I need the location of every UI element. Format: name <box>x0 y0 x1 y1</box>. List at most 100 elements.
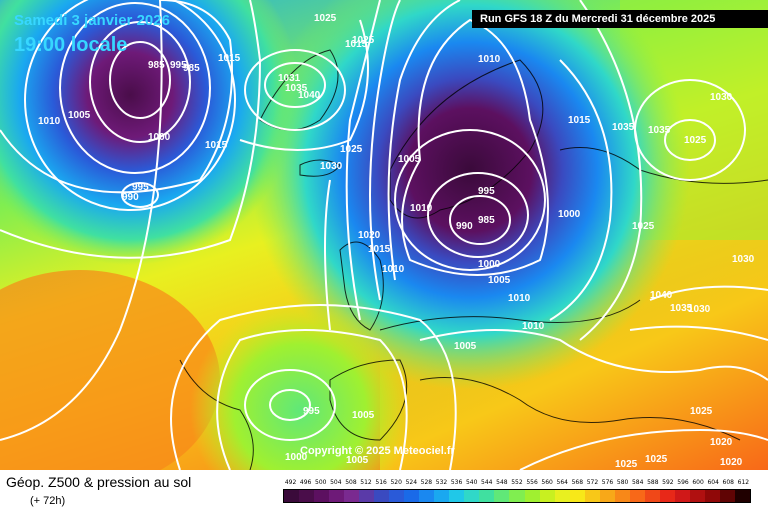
color-scale: 492 496 500 504 508 512 516 520 524 528 532 536 540 5… <box>283 479 751 503</box>
scale-label: 596 <box>677 479 689 486</box>
scale-label: 544 <box>481 479 493 486</box>
scale-label: 512 <box>360 479 372 486</box>
isobar-label: 1025 <box>352 35 375 46</box>
scale-swatch <box>329 490 345 502</box>
isobar-label: 985 <box>478 215 495 226</box>
forecast-date: Samedi 3 janvier 2026 <box>14 12 170 29</box>
isobar-label: 1025 <box>615 459 638 470</box>
scale-label: 580 <box>616 479 629 486</box>
scale-label: 552 <box>511 479 523 486</box>
isobar-label: 1015 <box>368 244 391 255</box>
isobar-label: 1025 <box>632 221 655 232</box>
scale-label: 528 <box>420 479 433 486</box>
isobar-label: 1040 <box>298 90 321 101</box>
isobar-label: 1010 <box>410 203 433 214</box>
scale-label: 520 <box>390 479 402 486</box>
map-title: Géop. Z500 & pression au sol <box>6 474 192 490</box>
isobar-label: 995 <box>478 186 495 197</box>
scale-swatch <box>374 490 390 502</box>
isobar-label: 1040 <box>650 290 673 301</box>
isobar-label: 990 <box>122 192 139 203</box>
isobar-label: 1005 <box>488 275 511 286</box>
scale-label: 536 <box>450 479 463 486</box>
isobar-label: 1031 <box>278 73 301 84</box>
scale-label: 612 <box>737 479 750 486</box>
isobar-label: 985 <box>148 60 165 71</box>
scale-swatch <box>524 490 540 502</box>
scale-label: 548 <box>496 479 508 486</box>
scale-swatch <box>614 490 630 502</box>
isobar-label: 1025 <box>645 454 668 465</box>
isobar-label: 1020 <box>720 457 743 468</box>
isobar-label: 990 <box>456 221 473 232</box>
scale-label: 564 <box>556 479 568 486</box>
isobar-label: 1015 <box>205 140 228 151</box>
scale-label: 568 <box>571 479 584 486</box>
scale-swatch <box>464 490 480 502</box>
scale-swatch <box>704 490 720 502</box>
scale-swatch <box>299 490 315 502</box>
isobar-label: 1010 <box>508 293 531 304</box>
scale-label: 492 <box>284 479 297 486</box>
isobar-label: 1035 <box>648 125 671 136</box>
forecast-time: 19:00 locale <box>14 34 128 56</box>
scale-swatch <box>509 490 525 502</box>
scale-label: 556 <box>526 479 538 486</box>
scale-bar <box>283 489 751 503</box>
isobar-label: 1000 <box>148 132 171 143</box>
scale-swatch <box>719 490 735 502</box>
scale-swatch <box>404 490 420 502</box>
scale-swatch <box>434 490 450 502</box>
isobar-label: 1000 <box>478 259 501 270</box>
scale-label: 608 <box>722 479 734 486</box>
scale-swatch <box>389 490 405 502</box>
scale-label: 604 <box>707 479 719 486</box>
scale-swatch <box>674 490 690 502</box>
scale-swatch <box>419 490 435 502</box>
isobar-label: 1005 <box>352 410 375 421</box>
isobar-label: 1035 <box>670 303 693 314</box>
scale-swatch <box>734 490 750 502</box>
isobar-label: 1005 <box>346 455 369 466</box>
copyright: Copyright © 2025 Meteociel.fr <box>300 445 455 457</box>
run-info: Run GFS 18 Z du Mercredi 31 décembre 202… <box>472 10 768 28</box>
scale-label: 508 <box>345 479 357 486</box>
isobar-label: 1030 <box>688 304 711 315</box>
isobar-label: 1005 <box>68 110 91 121</box>
isobar-label: 1005 <box>398 154 421 165</box>
scale-swatch <box>599 490 615 502</box>
scale-label: 560 <box>541 479 553 486</box>
isobar-label: 1025 <box>684 135 707 146</box>
isobar-label: 1005 <box>454 341 477 352</box>
scale-label: 532 <box>435 479 448 486</box>
scale-label: 504 <box>330 479 342 486</box>
isobar-label: 1000 <box>558 209 581 220</box>
isobar-label: 1035 <box>612 122 635 133</box>
scale-swatch <box>629 490 645 502</box>
isobar-label: 1020 <box>710 437 733 448</box>
legend-footer: Géop. Z500 & pression au sol (+ 72h) 492… <box>0 470 768 512</box>
weather-map: 985 995 985 1005 1010 1000 995 990 1025 … <box>0 0 768 470</box>
scale-swatch <box>344 490 360 502</box>
scale-label: 496 <box>299 479 312 486</box>
isobar-label: 1015 <box>345 39 368 50</box>
isobar-label: 1020 <box>358 230 381 241</box>
lead-time: (+ 72h) <box>30 495 66 507</box>
scale-label: 500 <box>315 479 327 486</box>
scale-swatch <box>314 490 330 502</box>
scale-swatch <box>569 490 585 502</box>
scale-swatch <box>644 490 660 502</box>
isobar-label: 995 <box>170 60 187 71</box>
isobar-label: 1025 <box>314 13 337 24</box>
scale-label: 584 <box>631 479 644 486</box>
isobar-label: 1030 <box>320 161 343 172</box>
scale-label: 516 <box>375 479 387 486</box>
scale-label: 592 <box>662 479 674 486</box>
isobar-lines <box>634 79 746 181</box>
scale-swatch <box>539 490 555 502</box>
isobar-label: 995 <box>303 406 320 417</box>
scale-swatch <box>494 490 510 502</box>
isobar-label: 1010 <box>382 264 405 275</box>
scale-swatch <box>449 490 465 502</box>
isobar-label: 1025 <box>340 144 363 155</box>
